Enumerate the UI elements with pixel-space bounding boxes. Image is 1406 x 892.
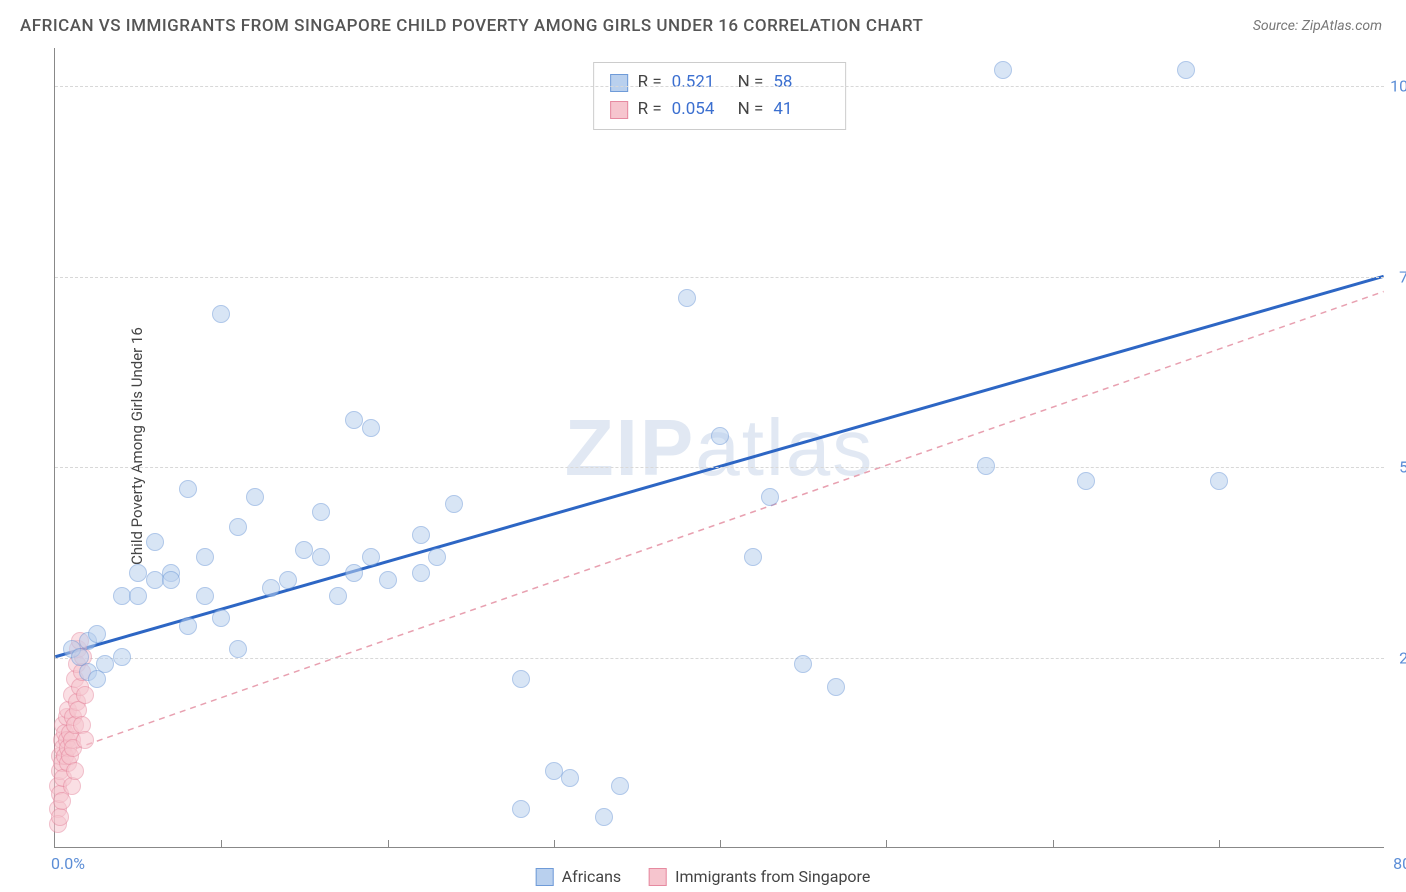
x-tick	[1219, 840, 1220, 848]
data-point	[595, 808, 613, 826]
data-point	[146, 571, 164, 589]
data-point	[262, 579, 280, 597]
data-point	[1210, 472, 1228, 490]
data-point	[428, 548, 446, 566]
data-point	[76, 686, 94, 704]
x-tick	[221, 840, 222, 848]
x-tick	[720, 840, 721, 848]
data-point	[76, 731, 94, 749]
data-point	[162, 571, 180, 589]
data-point	[179, 480, 197, 498]
data-point	[1177, 61, 1195, 79]
data-point	[611, 777, 629, 795]
data-point	[196, 587, 214, 605]
y-tick-label: 75.0%	[1399, 267, 1406, 286]
n-value: 41	[773, 96, 829, 123]
legend-item: Africans	[536, 867, 621, 886]
data-point	[545, 762, 563, 780]
data-point	[53, 792, 71, 810]
n-value: 58	[773, 69, 829, 96]
data-point	[362, 419, 380, 437]
data-point	[362, 548, 380, 566]
data-point	[279, 571, 297, 589]
legend-swatch	[536, 868, 554, 886]
data-point	[229, 640, 247, 658]
stats-row: R = 0.054 N = 41	[610, 96, 830, 123]
series-swatch	[610, 101, 628, 119]
series-legend: Africans Immigrants from Singapore	[536, 867, 871, 886]
x-tick	[554, 840, 555, 848]
legend-item: Immigrants from Singapore	[649, 867, 870, 886]
r-label: R =	[638, 69, 662, 96]
data-point	[445, 495, 463, 513]
data-point	[345, 564, 363, 582]
data-point	[129, 564, 147, 582]
gridline-h	[55, 86, 1384, 87]
data-point	[794, 655, 812, 673]
gridline-h	[55, 467, 1384, 468]
data-point	[179, 617, 197, 635]
data-point	[561, 769, 579, 787]
correlation-stats-box: R = 0.521 N = 58 R = 0.054 N = 41	[593, 62, 847, 130]
x-tick	[388, 840, 389, 848]
data-point	[412, 526, 430, 544]
data-point	[1077, 472, 1095, 490]
data-point	[113, 648, 131, 666]
data-point	[977, 457, 995, 475]
legend-label: Africans	[562, 867, 621, 886]
data-point	[246, 488, 264, 506]
legend-swatch	[649, 868, 667, 886]
data-point	[711, 427, 729, 445]
gridline-h	[55, 277, 1384, 278]
data-point	[229, 518, 247, 536]
n-label: N =	[738, 96, 764, 123]
data-point	[96, 655, 114, 673]
y-tick-label: 25.0%	[1399, 648, 1406, 667]
r-value: 0.054	[672, 96, 728, 123]
data-point	[744, 548, 762, 566]
trend-line	[55, 292, 1383, 756]
data-point	[295, 541, 313, 559]
x-axis-max-label: 80.0%	[1393, 854, 1406, 873]
data-point	[678, 289, 696, 307]
stats-row: R = 0.521 N = 58	[610, 69, 830, 96]
watermark: ZIPatlas	[565, 402, 874, 494]
data-point	[994, 61, 1012, 79]
data-point	[345, 411, 363, 429]
series-swatch	[610, 74, 628, 92]
data-point	[129, 587, 147, 605]
data-point	[329, 587, 347, 605]
data-point	[761, 488, 779, 506]
legend-label: Immigrants from Singapore	[675, 867, 870, 886]
r-label: R =	[638, 96, 662, 123]
data-point	[512, 800, 530, 818]
y-tick-label: 50.0%	[1399, 458, 1406, 477]
data-point	[212, 305, 230, 323]
data-point	[196, 548, 214, 566]
data-point	[412, 564, 430, 582]
x-axis-min-label: 0.0%	[51, 854, 85, 873]
data-point	[379, 571, 397, 589]
data-point	[312, 503, 330, 521]
data-point	[312, 548, 330, 566]
watermark-light: atlas	[695, 403, 874, 492]
n-label: N =	[738, 69, 764, 96]
scatter-chart: ZIPatlas R =0.521N =58R =0.054N =41 25.0…	[54, 48, 1384, 848]
x-tick	[1053, 840, 1054, 848]
data-point	[512, 670, 530, 688]
trend-lines-layer	[55, 48, 1384, 847]
r-value: 0.521	[672, 69, 728, 96]
y-tick-label: 100.0%	[1390, 77, 1406, 96]
data-point	[66, 762, 84, 780]
data-point	[827, 678, 845, 696]
data-point	[113, 587, 131, 605]
chart-title: AFRICAN VS IMMIGRANTS FROM SINGAPORE CHI…	[20, 16, 923, 36]
gridline-h	[55, 658, 1384, 659]
data-point	[212, 609, 230, 627]
data-point	[146, 533, 164, 551]
data-point	[88, 625, 106, 643]
source-attribution: Source: ZipAtlas.com	[1253, 18, 1382, 34]
watermark-bold: ZIP	[565, 403, 695, 492]
x-tick	[886, 840, 887, 848]
